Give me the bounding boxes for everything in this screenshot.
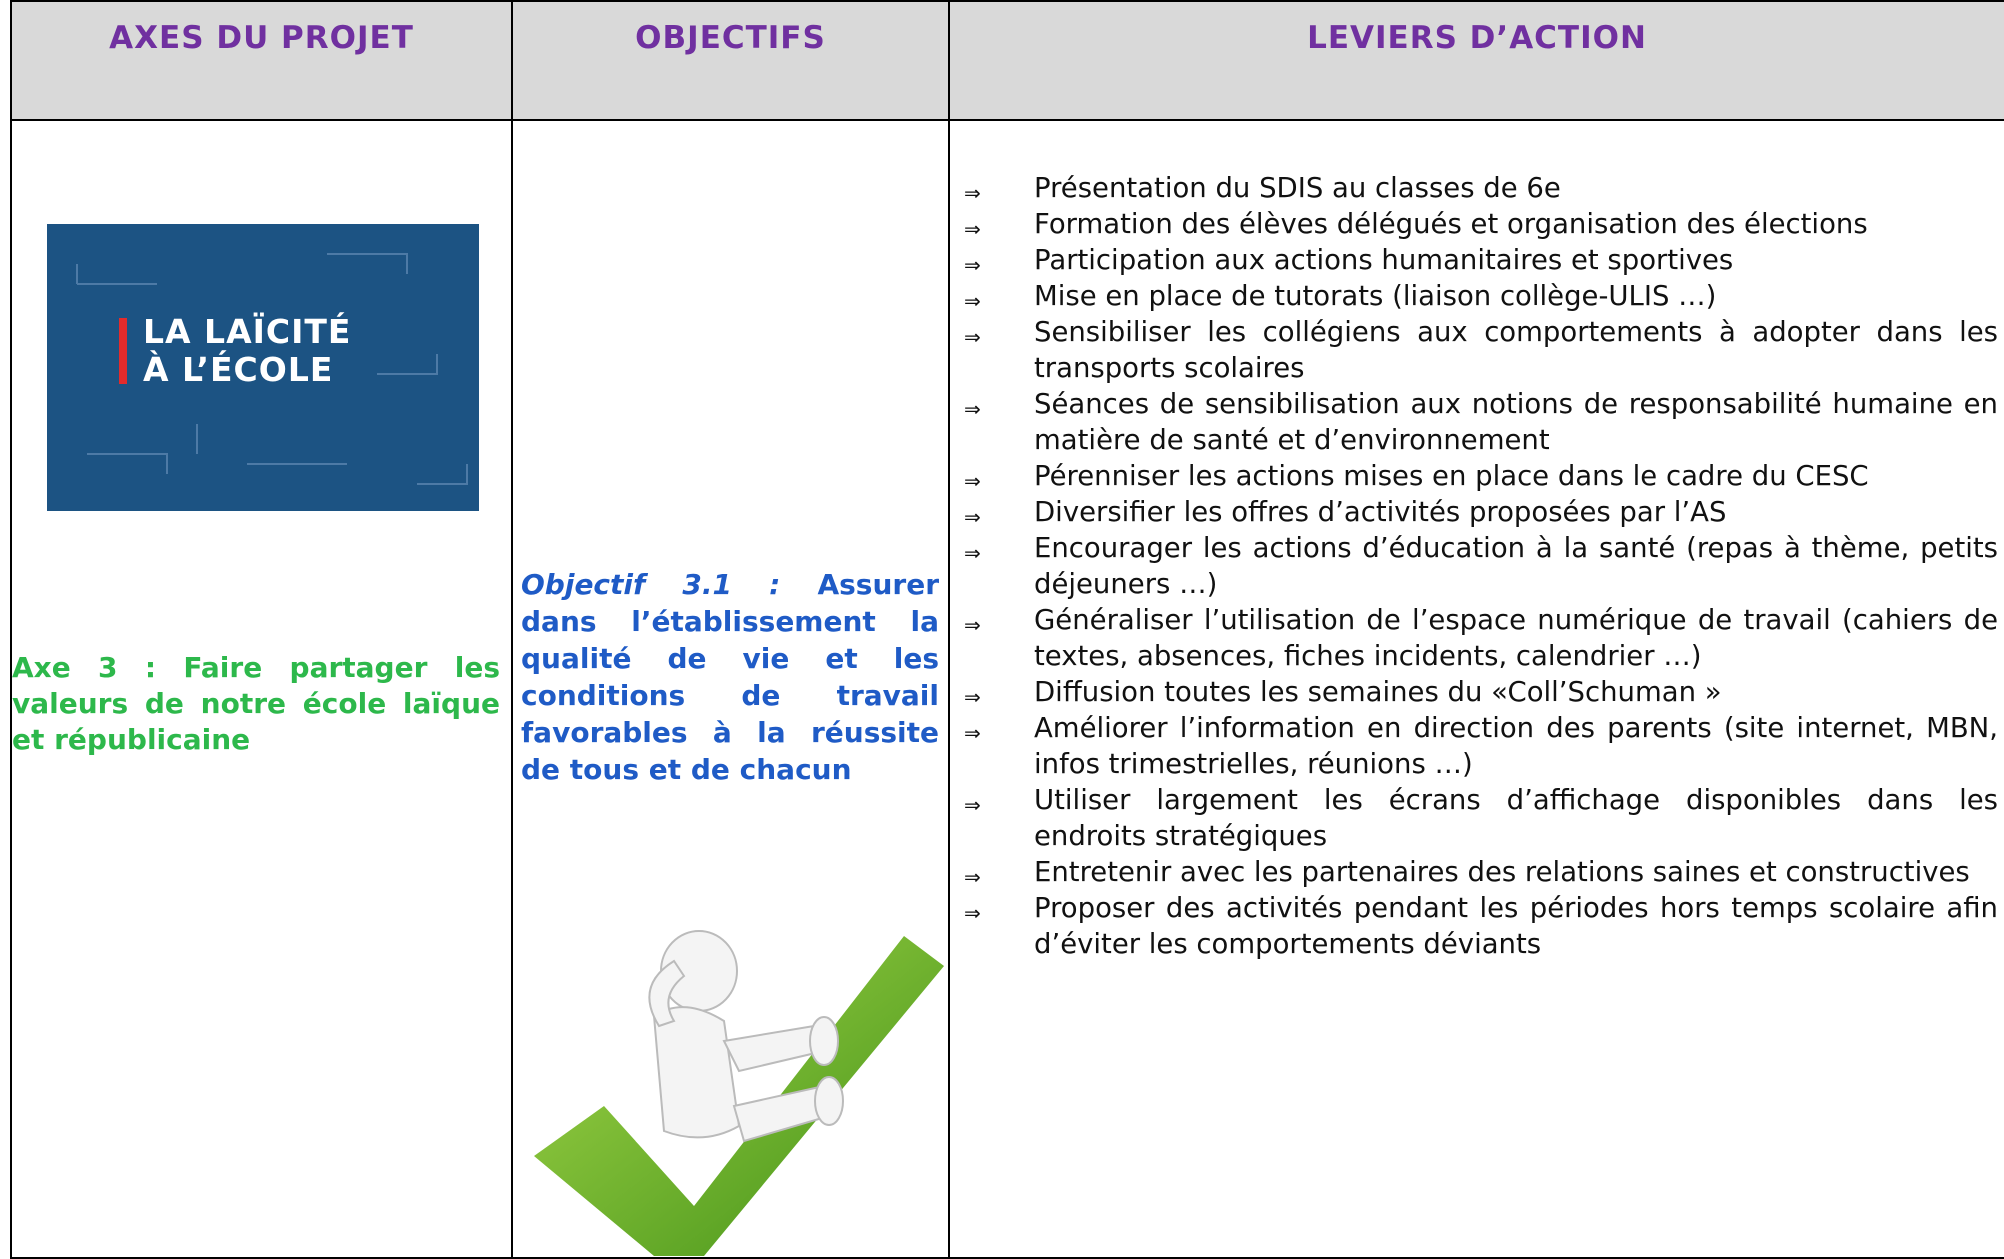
logo-decoration [76, 253, 468, 485]
header-cell: LEVIERS D’ACTION [948, 0, 2004, 121]
lever-item: Utiliser largement les écrans d’affichag… [958, 782, 1998, 854]
lever-item: Diffusion toutes les semaines du «Coll’S… [958, 674, 1998, 715]
lever-item: Encourager les actions d’éducation à la … [958, 530, 1998, 602]
logo-text: À L’ÉCOLE [143, 350, 334, 389]
illustration [534, 930, 944, 1256]
header-text: LEVIERS D’ACTION [1307, 20, 1647, 56]
objective-body: Assurer dans l’établissement la qualité … [521, 568, 939, 786]
lever-item: Mise en place de tutorats (liaison collè… [958, 278, 1998, 319]
header-text: AXES DU PROJET [109, 20, 414, 56]
levers-list: Présentation du SDIS au classes de 6eFor… [958, 170, 1998, 962]
logo-text: LA LAÏCITÉ [143, 312, 352, 351]
lever-item: Séances de sensibilisation aux notions d… [958, 386, 1998, 458]
lever-item: Proposer des activités pendant les pério… [958, 890, 1998, 962]
lever-item: Entretenir avec les partenaires des rela… [958, 854, 1998, 895]
lever-item: Participation aux actions humanitaires e… [958, 242, 1998, 283]
axis-label: Axe 3 : Faire partager les valeurs de no… [12, 651, 500, 756]
header-cell: OBJECTIFS [511, 0, 950, 121]
lever-item: Sensibiliser les collégiens aux comporte… [958, 314, 1998, 386]
header-cell: AXES DU PROJET [10, 0, 513, 121]
lever-item: Présentation du SDIS au classes de 6e [958, 170, 1998, 211]
lever-item: Pérenniser les actions mises en place da… [958, 458, 1998, 499]
lever-item: Formation des élèves délégués et organis… [958, 206, 1998, 247]
logo: LA LAÏCITÉ À L’ÉCOLE [47, 224, 479, 511]
objective-text: Objectif 3.1 : Assurer dans l’établissem… [521, 566, 939, 788]
lever-item: Améliorer l’information en direction des… [958, 710, 1998, 782]
logo-bar [119, 318, 127, 384]
lever-item: Diversifier les offres d’activités propo… [958, 494, 1998, 535]
header-text: OBJECTIFS [635, 20, 826, 56]
objective-label: Objectif 3.1 : [521, 568, 781, 601]
lever-item: Généraliser l’utilisation de l’espace nu… [958, 602, 1998, 674]
